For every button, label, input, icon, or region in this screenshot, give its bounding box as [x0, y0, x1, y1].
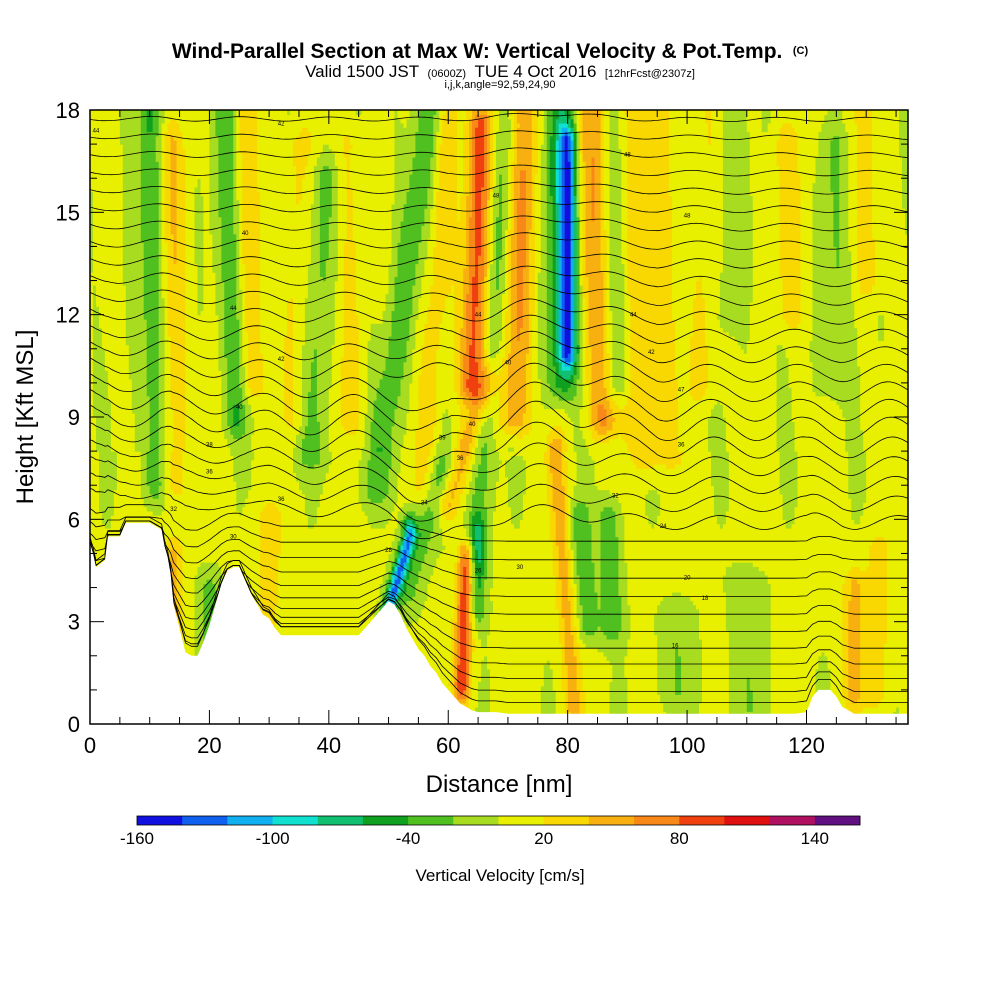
subtitle-valid: Valid 1500 JST — [305, 62, 419, 81]
chart: Wind-Parallel Section at Max W: Vertical… — [0, 0, 1000, 1000]
chart-title-group: Wind-Parallel Section at Max W: Vertical… — [172, 40, 809, 63]
chart-subtitle2: i,j,k,angle=92,59,24,90 — [444, 79, 555, 91]
chart-title-mark: (C) — [793, 45, 809, 57]
chart-title: Wind-Parallel Section at Max W: Vertical… — [172, 40, 783, 63]
subtitle-forecast: [12hrFcst@2307z] — [605, 68, 695, 80]
